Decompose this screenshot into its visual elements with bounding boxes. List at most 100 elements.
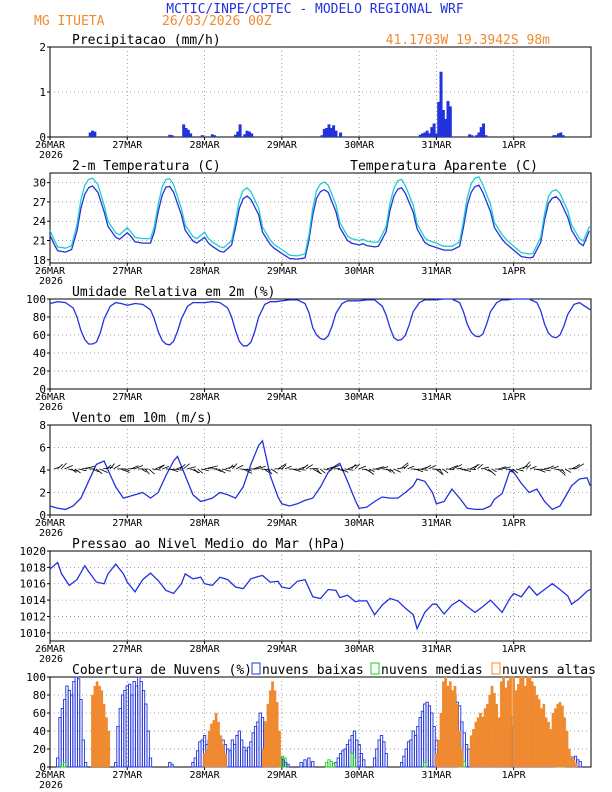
precip-bar — [477, 132, 481, 137]
wind-barb — [183, 463, 190, 470]
precip-bar — [320, 135, 324, 137]
wind-barb — [218, 468, 226, 474]
pressure-xtick-label: 31MAR — [421, 644, 452, 655]
wind-barb — [487, 468, 496, 476]
wind-barb — [123, 468, 130, 472]
wind-barb — [375, 466, 384, 470]
precip-panel: Precipitacao (mm/h) 26MAR 27MAR 28MAR 29MAR… — [35, 33, 592, 161]
precip-bar — [446, 101, 450, 137]
cloud-bar-orange — [472, 729, 475, 768]
cloud-bar-blue — [83, 762, 88, 768]
wind-barb — [491, 468, 497, 473]
cloud-bar-orange — [574, 763, 578, 768]
precip-bar — [470, 135, 474, 137]
wind-barb — [463, 468, 472, 473]
wind-barb — [197, 468, 204, 474]
wind-barb — [95, 468, 103, 475]
cloud-bar-green — [352, 757, 357, 768]
wind-barb — [162, 466, 170, 470]
wind-barb — [421, 466, 428, 470]
wind-barb — [477, 463, 483, 470]
wind-barb — [60, 462, 67, 470]
temperature-panel: 2-m Temperatura (C) Temperatura Aparente… — [33, 159, 592, 287]
wind-barb — [113, 464, 121, 470]
wind-barb — [302, 464, 309, 470]
pressure-xtick-label: 30MAR — [344, 644, 375, 655]
wind-barb — [368, 468, 375, 472]
pressure-ytick-label: 1014 — [20, 594, 47, 607]
cloud-bar-orange — [95, 681, 99, 768]
cloud-bar-orange — [271, 681, 274, 768]
wind-barb — [361, 468, 371, 472]
wind-ytick-label: 4 — [39, 464, 46, 477]
precip-xtick-label: 29MAR — [267, 140, 298, 151]
cloud-bar-blue — [148, 757, 153, 768]
clouds-panel: Cobertura de Nuvens (%) nuvens baixas nu… — [26, 662, 596, 791]
wind-barb — [169, 468, 179, 473]
pressure-ytick-label: 1012 — [20, 610, 47, 623]
precip-bar — [554, 135, 558, 137]
precip-bar — [170, 135, 174, 137]
wind-barb — [85, 465, 96, 470]
wind-barb — [323, 468, 332, 471]
wind-year-label: 2026 — [39, 528, 63, 539]
precip-bar — [329, 128, 333, 137]
precip-bar — [552, 135, 556, 137]
precip-bar — [213, 135, 217, 137]
rh-frame — [49, 298, 592, 390]
cloud-bar-orange — [481, 717, 485, 768]
wind-barb — [319, 468, 326, 474]
cloud-bar-orange — [210, 723, 213, 768]
cloud-bar-orange — [526, 676, 529, 768]
cloud-bar-orange — [102, 703, 106, 768]
cloud-bar-orange — [488, 694, 492, 768]
wind-barb — [417, 468, 428, 471]
wind-barb — [228, 464, 234, 470]
wind-barb — [130, 465, 139, 470]
precip-bar — [327, 124, 331, 137]
cloud-bar-orange — [460, 748, 464, 768]
cloud-bar-orange — [572, 759, 576, 768]
cloud-bar-orange — [91, 694, 94, 768]
cloud-bar-orange — [497, 717, 501, 768]
wind-barb — [148, 468, 155, 475]
clouds-ytick-label: 20 — [33, 743, 46, 756]
cloud-bar-orange — [547, 721, 550, 768]
wind-barb — [498, 466, 507, 470]
wind-barb — [270, 468, 278, 474]
wind-barb — [393, 468, 401, 473]
wind-barb — [179, 463, 186, 470]
pressure-ytick-label: 1020 — [20, 545, 47, 558]
precip-bar — [91, 130, 95, 137]
wind-barb — [526, 464, 531, 470]
cloud-bar-orange — [565, 730, 569, 768]
cloud-bar-orange — [458, 730, 461, 768]
temp-xtick-label: 30MAR — [344, 266, 375, 277]
temp-ytick-label: 24 — [33, 215, 47, 228]
clouds-ytick-label: 80 — [33, 689, 46, 702]
wind-barb — [494, 468, 503, 470]
chart-header-title: MCTIC/INPE/CPTEC - MODELO REGIONAL WRF — [166, 2, 464, 17]
wind-barb — [106, 464, 112, 470]
precip-xtick-label: 28MAR — [190, 140, 221, 151]
wind-barb — [522, 461, 531, 470]
wind-barb — [256, 465, 266, 470]
temp-xtick-label: 1APR — [502, 266, 527, 277]
temperature-panel-title: 2-m Temperatura (C) — [72, 159, 221, 174]
wind-barb — [351, 464, 356, 470]
wind-barb — [414, 468, 424, 473]
pressure-panel: Pressao ao Nivel Medio do Mar (hPa) 26MA… — [20, 537, 592, 665]
wind-barb — [571, 464, 581, 470]
cloud-bar-blue — [79, 699, 83, 768]
precip-bar — [339, 132, 343, 137]
wind-barb — [337, 468, 345, 472]
cloud-bar-orange — [453, 685, 457, 768]
chart-header-run: 26/03/2026 00Z — [162, 14, 272, 29]
wind-barb — [120, 468, 130, 473]
wind-barb — [200, 468, 209, 472]
precip-bar — [559, 132, 563, 137]
temp-xtick-label: 27MAR — [112, 266, 143, 277]
wind-barb — [298, 466, 305, 470]
precip-bar — [420, 133, 424, 137]
wind-barb — [449, 465, 458, 470]
